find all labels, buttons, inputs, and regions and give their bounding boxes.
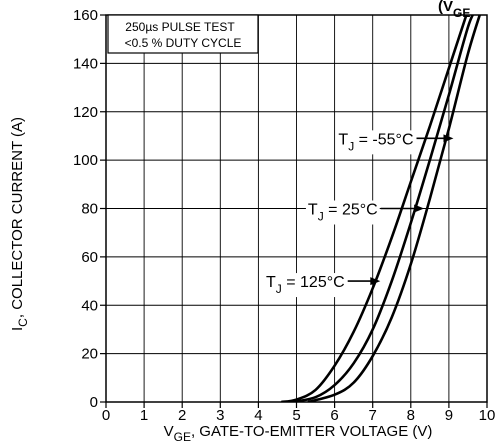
- x-axis-title: VGE, GATE-TO-EMITTER VOLTAGE (V): [164, 423, 433, 444]
- y-tick-label: 80: [81, 201, 98, 218]
- x-tick-label: 4: [254, 407, 262, 424]
- y-tick-labels: 0 20 40 60 80 100 120 140 160: [73, 7, 98, 411]
- series-label-2: TJ = 125°C: [266, 274, 345, 296]
- x-tick-label: 1: [140, 407, 148, 424]
- y-tick-label: 100: [73, 152, 98, 169]
- note-box: [107, 14, 259, 54]
- y-axis-title: IC, COLLECTOR CURRENT (A): [9, 117, 30, 331]
- grid: [100, 14, 488, 408]
- y-tick-label: 60: [81, 249, 98, 266]
- x-tick-label: 0: [102, 407, 110, 424]
- series-label-1: TJ = 25°C: [308, 202, 378, 224]
- x-tick-labels: 0 1 2 3 4 5 6 7 8 9 10: [102, 407, 496, 424]
- title-fragment: (VGE: [438, 0, 470, 20]
- series-line-1: [292, 15, 475, 402]
- x-tick-label: 8: [407, 407, 415, 424]
- note-line-1: 250µs PULSE TEST: [125, 20, 235, 34]
- plot-frame: [105, 14, 488, 403]
- series-line-2: [307, 15, 482, 402]
- x-tick-label: 10: [479, 407, 496, 424]
- series-label-background: [264, 273, 347, 298]
- x-tick-label: 9: [445, 407, 453, 424]
- x-tick-label: 5: [292, 407, 300, 424]
- series-annotations: TJ = -55°C TJ = 25°C TJ = 125°C: [264, 130, 454, 298]
- annotation-arrow-head: [414, 204, 425, 213]
- series-label-background: [336, 130, 416, 155]
- y-tick-label: 0: [90, 394, 98, 411]
- y-tick-label: 120: [73, 104, 98, 121]
- y-tick-label: 140: [73, 55, 98, 72]
- y-tick-label: 20: [81, 346, 98, 363]
- series-line-0: [281, 15, 468, 402]
- series-label-background: [305, 200, 380, 225]
- x-tick-label: 7: [369, 407, 377, 424]
- x-tick-label: 6: [330, 407, 338, 424]
- y-tick-label: 40: [81, 297, 98, 314]
- y-tick-label: 160: [73, 7, 98, 24]
- x-tick-label: 3: [216, 407, 224, 424]
- note-line-2: <0.5 % DUTY CYCLE: [125, 36, 242, 50]
- annotation-arrow-head: [443, 134, 454, 143]
- series-group: [281, 15, 482, 402]
- x-tick-label: 2: [178, 407, 186, 424]
- series-label-0: TJ = -55°C: [338, 131, 413, 153]
- annotation-arrow-head: [370, 277, 381, 286]
